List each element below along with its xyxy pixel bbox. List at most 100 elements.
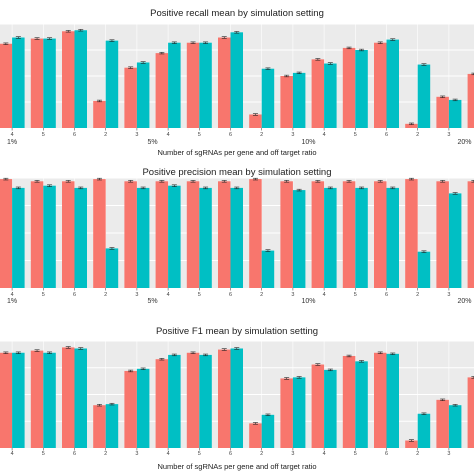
bar-series1-5: [30, 181, 44, 288]
bar-series2-4: [12, 352, 25, 448]
chart-title: Positive recall mean by simulation setti…: [150, 8, 324, 19]
x-tick-label: 6: [385, 292, 388, 298]
bar-series1-3: [436, 96, 449, 128]
x-tick-label: 3: [291, 451, 294, 457]
bar-series2-4: [168, 354, 181, 448]
bar-series2-5: [199, 187, 212, 288]
bar-series2-2: [105, 40, 119, 128]
x-tick-label: 2: [260, 292, 263, 298]
x-tick-label: 2: [260, 132, 263, 138]
bar-series2-3: [292, 72, 306, 128]
bar-series1-5: [342, 181, 356, 288]
x-tick-label: 5: [354, 132, 357, 138]
bar-series2-3: [136, 62, 150, 129]
x-group-label: 20%: [457, 139, 471, 146]
bar-series1-4: [155, 53, 169, 129]
bar-series2-2: [417, 413, 431, 448]
bar-series1-6: [62, 31, 75, 129]
x-tick-label: 5: [198, 292, 201, 298]
x-tick-label: 6: [229, 292, 232, 298]
bar-series1-2: [249, 179, 262, 288]
bar-series1-6: [218, 349, 231, 448]
bar-series2-5: [43, 38, 56, 129]
x-tick-label: 5: [42, 451, 45, 457]
bar-series1-2: [93, 100, 106, 128]
bar-series1-4: [311, 181, 325, 288]
bar-series1-4: [467, 73, 474, 128]
bar-series1-6: [62, 347, 75, 448]
bar-series2-2: [105, 404, 119, 448]
x-group-label: 1%: [7, 139, 17, 146]
bar-series1-3: [124, 67, 137, 128]
bar-series1-2: [405, 123, 418, 128]
x-group-label: 1%: [7, 298, 17, 305]
x-tick-label: 4: [323, 451, 326, 457]
x-tick-label: 3: [135, 292, 138, 298]
bar-series1-4: [467, 181, 474, 288]
x-tick-label: 2: [104, 132, 107, 138]
x-axis-label: Number of sgRNAs per gene and off target…: [157, 462, 316, 471]
bar-series2-5: [43, 185, 56, 288]
bar-series2-4: [324, 63, 337, 128]
bar-series1-5: [186, 352, 200, 448]
bar-series2-3: [136, 368, 150, 448]
bar-series1-6: [374, 181, 387, 288]
bar-series1-3: [436, 181, 449, 288]
x-group-label: 5%: [147, 139, 157, 146]
bar-series2-5: [43, 352, 56, 448]
x-tick-label: 2: [104, 451, 107, 457]
x-tick-label: 4: [167, 292, 170, 298]
x-tick-label: 5: [198, 132, 201, 138]
chart-title: Positive F1 mean by simulation setting: [156, 326, 318, 337]
bar-series1-4: [311, 364, 325, 448]
x-group-label: 5%: [147, 298, 157, 305]
bar-series2-6: [74, 187, 87, 288]
bar-series2-4: [324, 187, 337, 288]
bar-series2-5: [355, 187, 368, 288]
bar-series2-6: [230, 187, 243, 288]
bar-series2-5: [355, 361, 368, 448]
bar-series1-3: [124, 370, 137, 448]
x-tick-label: 4: [11, 292, 14, 298]
chart-title: Positive precision mean by simulation se…: [142, 167, 331, 178]
bar-series1-2: [249, 423, 262, 448]
x-tick-label: 5: [42, 132, 45, 138]
bar-series1-6: [374, 352, 387, 448]
bar-series2-6: [230, 348, 243, 448]
x-tick-label: 4: [323, 292, 326, 298]
bar-series2-4: [168, 42, 181, 128]
x-axis-label: Number of sgRNAs per gene and off target…: [157, 148, 316, 157]
bar-series2-2: [261, 414, 275, 448]
bar-series1-2: [405, 179, 418, 288]
bar-series1-2: [93, 405, 106, 448]
x-tick-label: 5: [42, 292, 45, 298]
x-tick-label: 2: [416, 451, 419, 457]
chart-panel-3: Positive F1 mean by simulation setting 4 5…: [0, 326, 474, 471]
bar-series1-6: [62, 181, 75, 288]
bar-series1-5: [30, 38, 44, 129]
bar-series1-3: [280, 378, 293, 448]
x-tick-label: 5: [198, 451, 201, 457]
x-tick-label: 4: [11, 132, 14, 138]
bar-series2-4: [12, 37, 25, 128]
x-group-label: 20%: [457, 298, 471, 305]
bar-series2-5: [355, 50, 368, 128]
chart-panel-2: Positive precision mean by simulation se…: [0, 167, 474, 305]
bar-series1-5: [342, 355, 356, 448]
x-tick-label: 3: [447, 451, 450, 457]
bar-series1-2: [249, 114, 262, 128]
bar-series1-5: [342, 47, 356, 128]
bar-series2-5: [199, 42, 212, 128]
bar-series1-4: [0, 352, 13, 448]
bar-series2-3: [136, 187, 150, 288]
bar-series2-6: [74, 30, 87, 129]
bar-series1-4: [467, 377, 474, 448]
bar-series1-4: [0, 179, 13, 288]
x-tick-label: 6: [229, 132, 232, 138]
x-tick-label: 6: [73, 132, 76, 138]
bar-series2-2: [261, 250, 275, 288]
bar-series2-6: [386, 39, 399, 128]
bar-series2-2: [105, 248, 119, 288]
x-tick-label: 3: [447, 132, 450, 138]
bar-series2-2: [417, 64, 431, 128]
